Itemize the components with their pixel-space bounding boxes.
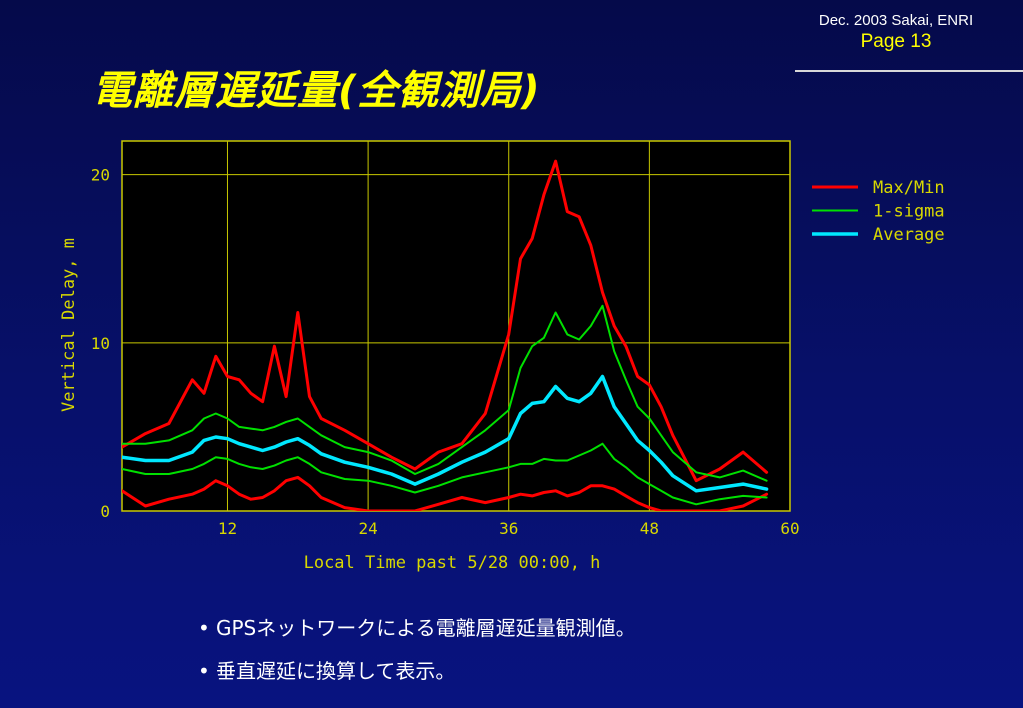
bullet-item: • GPSネットワークによる電離層遅延量観測値。 xyxy=(198,616,636,640)
series-line-average xyxy=(122,374,769,493)
y-tick-label: 20 xyxy=(91,166,110,185)
series-line-1-sigma xyxy=(122,304,768,482)
bullet-list: • GPSネットワークによる電離層遅延量観測値。 • 垂直遅延に換算して表示。 xyxy=(198,612,636,698)
page-number: Page 13 xyxy=(860,31,932,52)
legend-label: 1-sigma xyxy=(873,202,945,222)
bullet-text: GPSネットワークによる電離層遅延量観測値。 xyxy=(216,616,636,640)
legend: Max/Min 1-sigma Average xyxy=(812,178,945,245)
x-tick-label: 60 xyxy=(780,519,799,538)
y-axis-label: Vertical Delay, m xyxy=(59,238,79,412)
series-line-1-sigma-lower xyxy=(122,442,768,506)
x-tick-label: 48 xyxy=(640,519,659,538)
slide-title: 電離層遅延量(全観測局) xyxy=(92,68,541,114)
x-axis-label: Local Time past 5/28 00:00, h xyxy=(304,553,601,573)
x-tick-label: 36 xyxy=(499,519,518,538)
plot-area xyxy=(122,141,790,511)
legend-label: Max/Min xyxy=(873,178,945,198)
bullet-item: • 垂直遅延に換算して表示。 xyxy=(198,659,456,683)
y-tick-label: 0 xyxy=(100,502,110,521)
bullet-text: 垂直遅延に換算して表示。 xyxy=(216,659,456,683)
x-tick-label: 12 xyxy=(218,519,237,538)
header-date-author: Dec. 2003 Sakai, ENRI xyxy=(818,12,974,29)
header-info: Dec. 2003 Sakai, ENRI Page 13 xyxy=(791,12,1001,53)
delay-chart: 12 24 36 48 60 0 10 20 Local Time past 5/28 00:… xyxy=(59,140,945,573)
series-line-max-min xyxy=(122,159,769,483)
x-tick-label: 24 xyxy=(358,519,377,538)
header-divider xyxy=(795,70,1023,72)
legend-label: Average xyxy=(873,225,945,245)
y-tick-label: 10 xyxy=(91,334,110,353)
series-line-max-min-min xyxy=(122,475,769,511)
series-layer xyxy=(122,159,769,511)
plot-frame xyxy=(121,140,791,512)
axis-layer: 12 24 36 48 60 0 10 20 xyxy=(91,166,800,538)
